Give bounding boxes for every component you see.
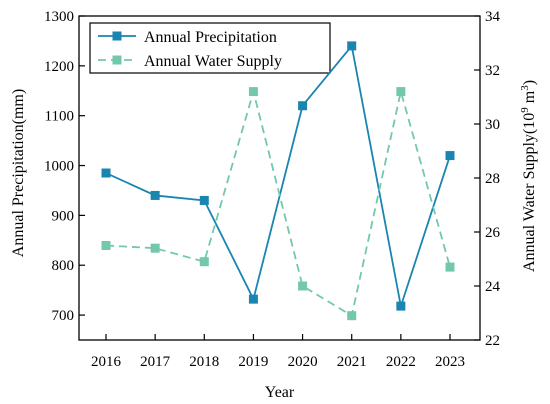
right-axis-tick-label: 22: [485, 333, 500, 349]
right-axis-tick-label: 34: [485, 9, 501, 25]
right-axis-title-part: 3: [519, 85, 531, 91]
series-2-point: [298, 281, 308, 291]
series-2-point: [248, 87, 258, 97]
series-2-point: [396, 87, 406, 97]
series-1-point: [150, 190, 160, 200]
legend-box: [89, 22, 331, 74]
legend-label-1: Annual Precipitation: [144, 29, 277, 46]
series-2-point: [445, 262, 455, 272]
right-axis-tick-label: 26: [485, 225, 501, 241]
left-axis-tick-label: 800: [52, 258, 75, 274]
right-axis-title-part: ): [521, 80, 538, 85]
series-2-point: [101, 241, 111, 250]
x-axis-tick-label: 2019: [238, 354, 268, 370]
series-2-point: [150, 243, 160, 253]
right-axis-tick-label: 24: [485, 279, 501, 295]
x-axis-tick-label: 2023: [435, 354, 465, 370]
x-axis-tick-label: 2017: [140, 354, 171, 370]
series-1-point: [298, 101, 308, 111]
x-axis-tick-label: 2022: [386, 354, 416, 370]
series-1-point: [199, 195, 209, 205]
left-axis-tick-label: 1300: [44, 9, 74, 25]
series-line-2: [105, 88, 451, 318]
series-1-point: [101, 168, 111, 178]
series-1-point: [347, 41, 357, 51]
x-axis-tick-label: 2016: [91, 354, 122, 370]
series-1-point: [445, 151, 455, 161]
left-axis-title: Annual Precipitation(mm): [10, 89, 27, 257]
right-axis-tick-label: 28: [485, 171, 500, 187]
right-axis-tick-label: 30: [485, 117, 500, 133]
left-axis-tick-label: 700: [52, 308, 75, 324]
right-axis-title-part: m: [521, 90, 538, 107]
series-line-1: [105, 43, 451, 307]
right-axis-title-part: 9: [519, 107, 531, 113]
x-axis-tick-label: 2018: [189, 354, 219, 370]
right-axis-title: Annual Water Supply(109 m3): [519, 80, 538, 272]
series-2-point: [199, 257, 209, 267]
series-1-point: [248, 294, 258, 304]
legend-label-2: Annual Water Supply: [144, 53, 282, 70]
series-1-point: [396, 301, 406, 311]
right-axis-title-part: Annual Water Supply(10: [521, 113, 538, 272]
x-axis-title: Year: [265, 384, 295, 401]
left-axis-tick-label: 900: [52, 208, 75, 224]
legend-marker-2: [112, 55, 122, 65]
series-2-point: [347, 311, 357, 321]
legend: Annual Precipitation Annual Water Supply: [89, 22, 331, 74]
right-axis-tick-label: 32: [485, 63, 500, 79]
x-axis-tick-label: 2020: [288, 354, 318, 370]
left-axis-tick-label: 1000: [44, 159, 74, 175]
x-axis-tick-label: 2021: [337, 354, 367, 370]
left-axis-tick-label: 1200: [44, 59, 74, 75]
left-axis-tick-label: 1100: [45, 109, 74, 125]
legend-marker-1: [112, 31, 122, 41]
